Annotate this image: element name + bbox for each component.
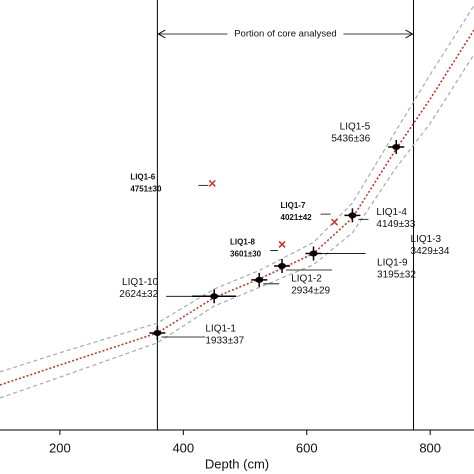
envelope-lower — [0, 54, 474, 399]
sample-label: LIQ1-3 — [411, 234, 442, 245]
outlier-age: 3601±30 — [230, 250, 262, 259]
arrow-head — [157, 29, 166, 39]
sample-point — [309, 250, 318, 257]
arrow-head — [405, 29, 414, 39]
sample-age: 3195±32 — [377, 270, 416, 281]
outlier-point — [330, 218, 339, 226]
outlier-label: LIQ1-6 — [130, 172, 155, 181]
sample-point — [348, 212, 357, 219]
sample-age: 4149±33 — [376, 219, 415, 230]
envelope-upper — [0, 5, 474, 373]
outlier-age: 4021±42 — [281, 213, 313, 222]
sample-label: LIQ1-2 — [291, 273, 322, 284]
sample-point — [210, 293, 219, 300]
outlier-label: LIQ1-8 — [230, 238, 255, 247]
sample-age: 2624±32 — [119, 289, 158, 300]
x-tick-label: 400 — [172, 440, 194, 455]
x-tick-label: 800 — [419, 440, 441, 455]
sample-point — [255, 276, 264, 283]
sample-label: LIQ1-5 — [340, 122, 371, 133]
annotation-bg — [227, 27, 344, 41]
sample-point — [278, 262, 287, 269]
sample-label: LIQ1-1 — [205, 324, 236, 335]
x-tick-label: 200 — [49, 440, 71, 455]
sample-age: 3429±34 — [411, 246, 450, 257]
sample-age: 5436±36 — [331, 134, 370, 145]
outlier-label: LIQ1-7 — [281, 201, 306, 210]
sample-point — [153, 329, 162, 336]
outlier-point — [278, 240, 286, 248]
sample-label: LIQ1-4 — [376, 207, 407, 218]
sample-age: 2934±29 — [291, 285, 330, 296]
x-tick-label: 600 — [296, 440, 318, 455]
sample-label: LIQ1-10 — [122, 277, 159, 288]
x-axis-title: Depth (cm) — [205, 456, 269, 471]
sample-point — [392, 143, 401, 150]
outlier-age: 4751±30 — [130, 184, 162, 193]
sample-label: LIQ1-9 — [377, 258, 408, 269]
outlier-point — [208, 179, 216, 187]
sample-age: 1933±37 — [205, 336, 244, 347]
annotation: Portion of core analysed — [234, 29, 336, 40]
